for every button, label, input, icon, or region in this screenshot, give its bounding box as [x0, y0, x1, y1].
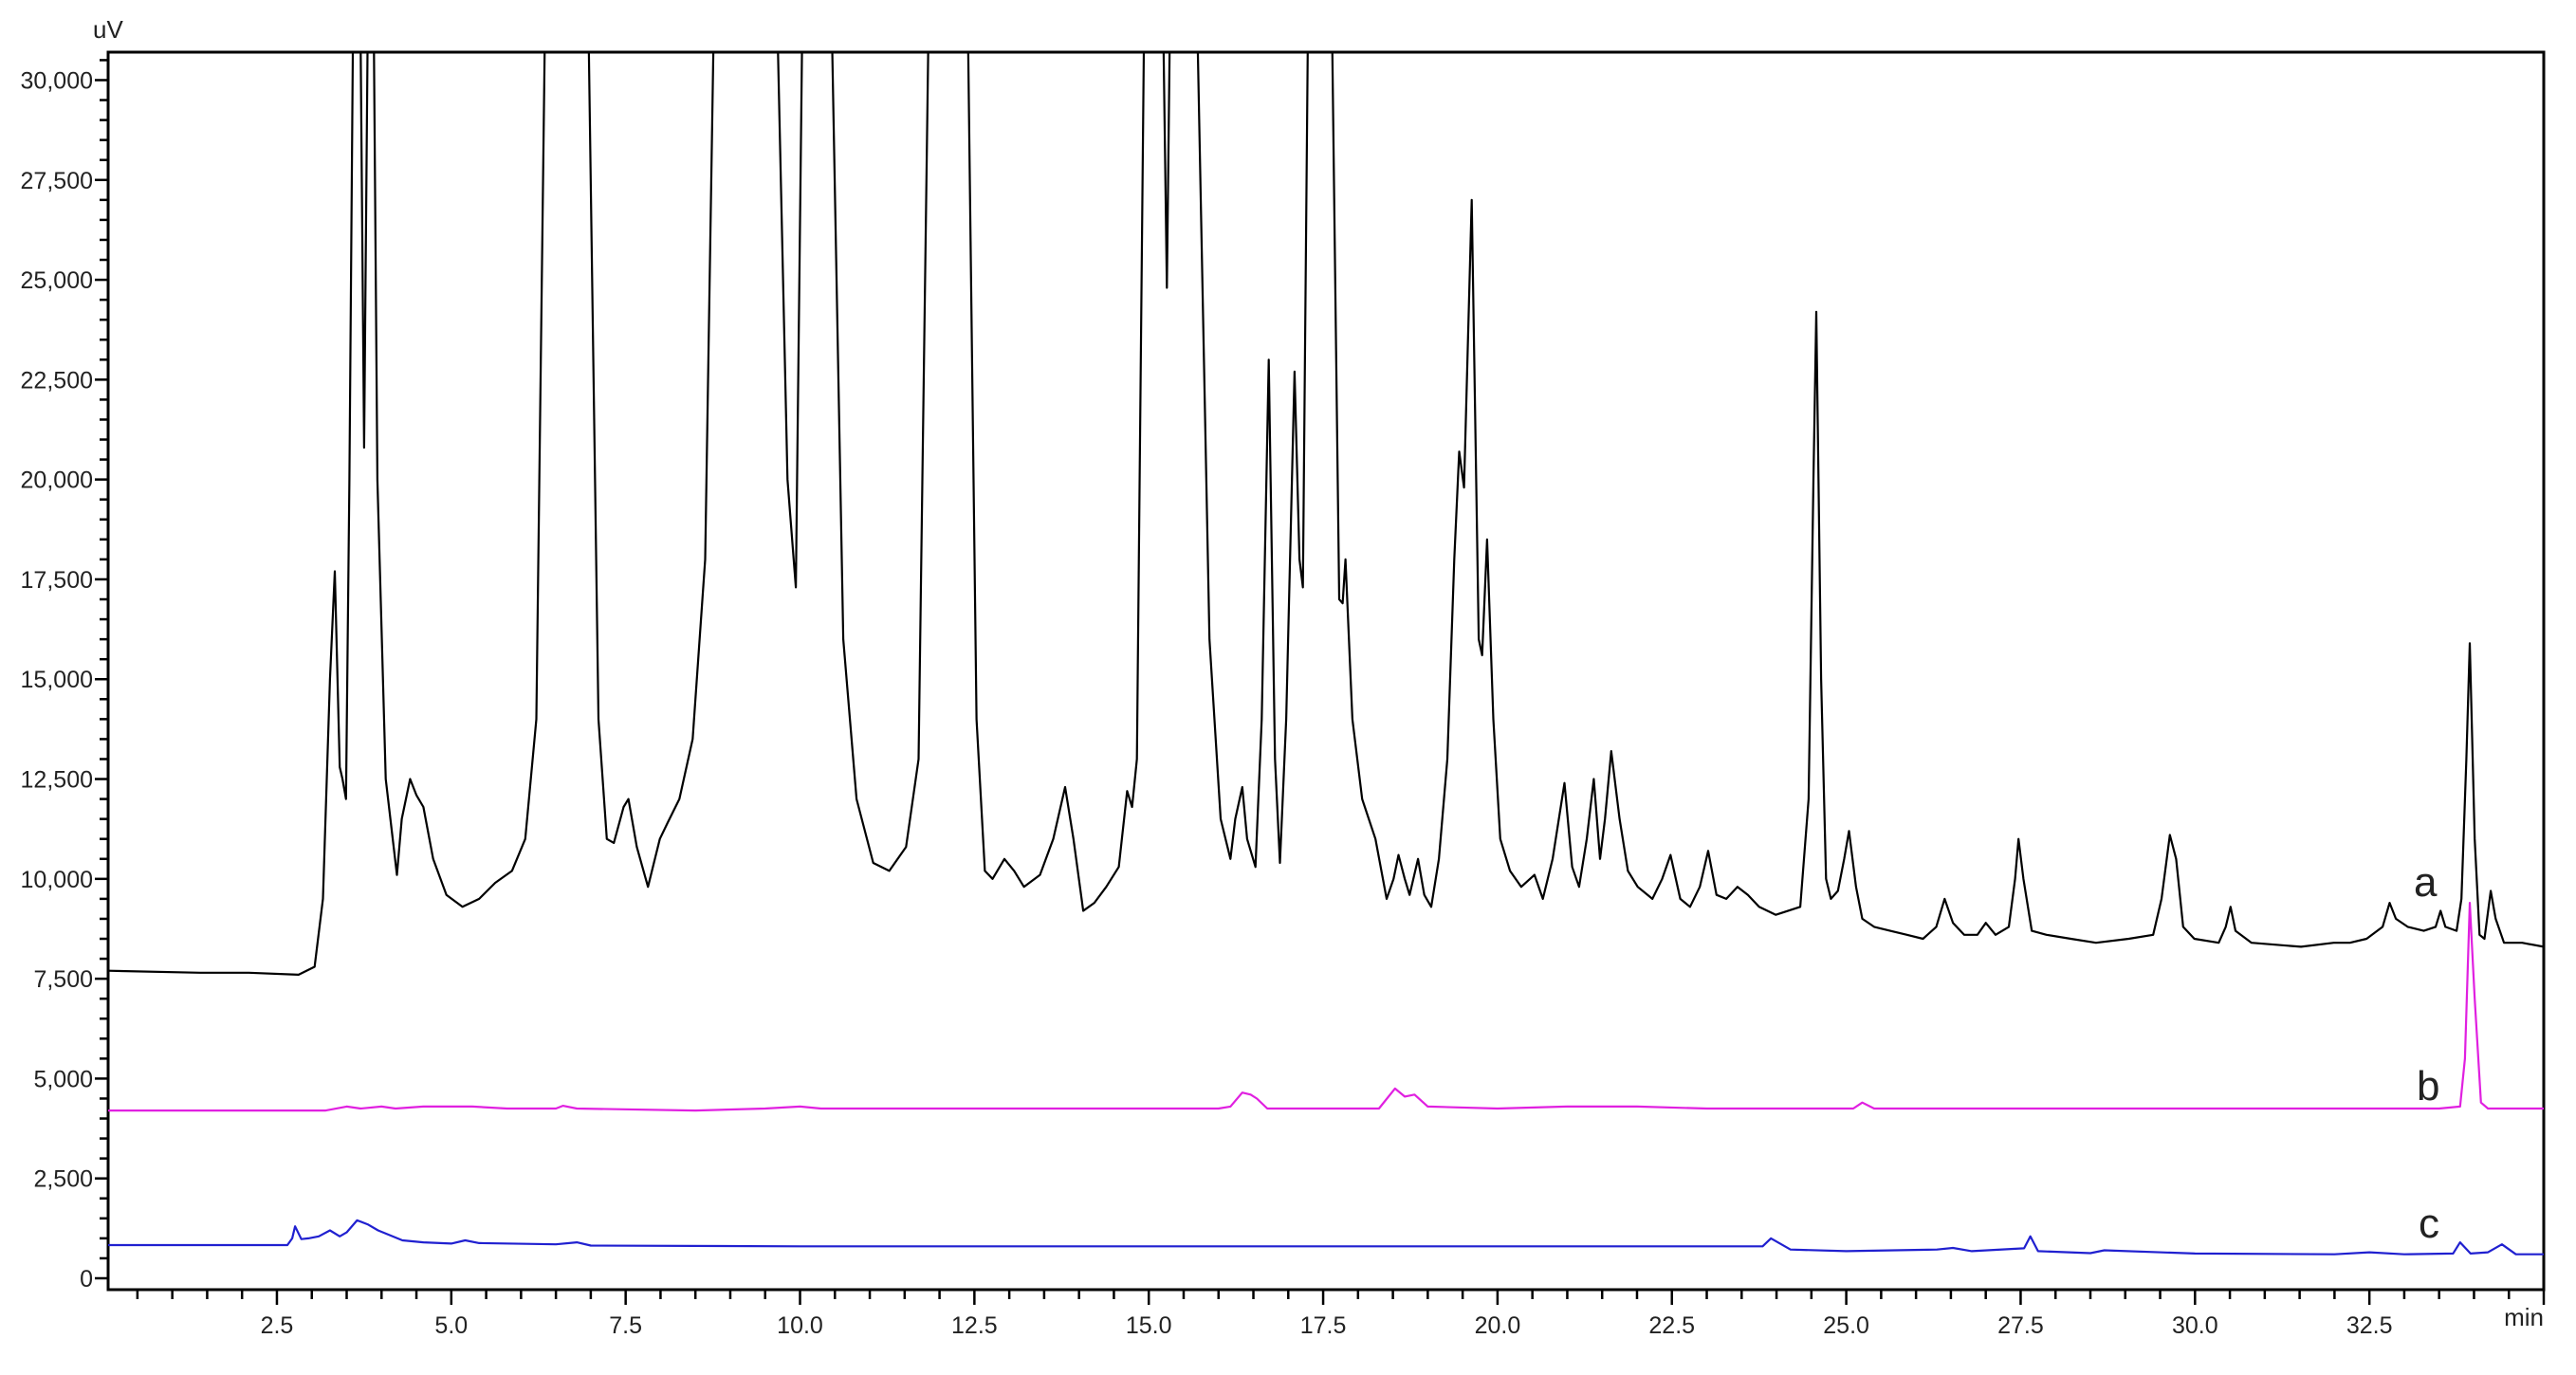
x-tick-label: 17.5 — [1300, 1312, 1347, 1339]
x-axis: 2.5 5.0 7.5 10.0 12.5 15.0 17.5 20.0 22.5 25.0 27.… — [136, 1290, 2546, 1339]
y-tick-label: 15,000 — [21, 667, 93, 693]
y-tick-label: 0 — [80, 1266, 93, 1292]
y-tick-label: 20,000 — [21, 468, 93, 494]
y-tick-label: 2,500 — [33, 1166, 93, 1193]
y-axis: 0 2,500 5,000 7,500 10,000 12,500 15,000 17,500… — [21, 59, 108, 1292]
y-tick-label: 12,500 — [21, 767, 93, 794]
y-tick-label: 5,000 — [33, 1066, 93, 1092]
trace-label-b: b — [2417, 1063, 2439, 1109]
x-tick-label: 27.5 — [1997, 1312, 2044, 1339]
x-tick-label: 25.0 — [1823, 1312, 1869, 1339]
x-tick-label: 10.0 — [777, 1312, 823, 1339]
x-tick-label: 20.0 — [1475, 1312, 1521, 1339]
y-tick-label: 17,500 — [21, 567, 93, 594]
y-axis-unit: uV — [93, 15, 123, 44]
x-axis-unit: min — [2504, 1303, 2544, 1331]
x-tick-label: 30.0 — [2172, 1312, 2218, 1339]
plot-frame — [106, 50, 2546, 1292]
y-tick-label: 7,500 — [33, 966, 93, 993]
y-tick-label: 27,500 — [21, 168, 93, 194]
y-tick-label: 22,500 — [21, 367, 93, 394]
x-tick-label: 15.0 — [1126, 1312, 1172, 1339]
x-tick-label: 7.5 — [609, 1312, 642, 1339]
x-tick-label: 2.5 — [261, 1312, 294, 1339]
x-tick-label: 5.0 — [434, 1312, 468, 1339]
y-tick-label: 30,000 — [21, 67, 93, 94]
trace-label-c: c — [2419, 1201, 2439, 1247]
x-tick-label: 22.5 — [1648, 1312, 1695, 1339]
trace-b — [108, 901, 2544, 1112]
trace-a — [108, 52, 2544, 977]
trace-label-a: a — [2414, 859, 2438, 906]
x-tick-label: 12.5 — [951, 1312, 998, 1339]
y-tick-label: 25,000 — [21, 267, 93, 294]
x-tick-label: 32.5 — [2346, 1312, 2393, 1339]
y-tick-label: 10,000 — [21, 867, 93, 893]
trace-c — [108, 1219, 2544, 1256]
traces — [108, 52, 2544, 1256]
